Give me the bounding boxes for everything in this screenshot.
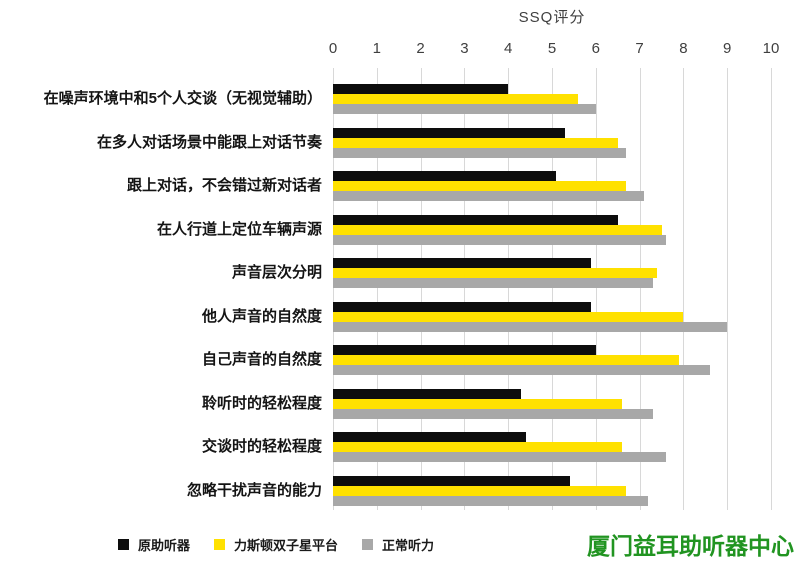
bar: [333, 408, 653, 419]
bar: [333, 442, 623, 452]
bar: [333, 137, 618, 148]
gridline: [727, 68, 729, 510]
bar: [333, 311, 684, 322]
bar: [333, 398, 623, 409]
bar: [333, 104, 596, 114]
category-label: 声音层次分明: [231, 264, 322, 281]
category-label: 在多人对话场景中能跟上对话节奏: [96, 133, 322, 151]
x-tick-label: 0: [328, 40, 338, 57]
gridline: [464, 68, 466, 510]
bar: [333, 475, 570, 486]
category-label: 聆听时的轻松程度: [201, 394, 322, 412]
bar: [333, 181, 627, 191]
bar: [333, 191, 644, 201]
bar: [333, 214, 618, 225]
bar: [333, 258, 592, 268]
bar: [333, 388, 522, 399]
chart-title: SSQ评分: [518, 9, 586, 26]
x-tick-label: 6: [591, 40, 600, 57]
bar: [333, 321, 728, 332]
legend-swatch: [362, 539, 374, 550]
category-label: 在人行道上定位车辆声源: [156, 220, 322, 238]
gridline: [552, 68, 553, 510]
category-label: 忽略干扰声音的能力: [186, 481, 322, 499]
bar: [333, 268, 658, 278]
bar: [333, 301, 592, 312]
x-tick-label: 3: [460, 40, 469, 57]
bar: [333, 365, 710, 375]
gridline: [376, 68, 378, 510]
gridline: [333, 68, 334, 510]
bar: [333, 485, 627, 496]
bar: [333, 495, 649, 506]
legend-swatch: [214, 539, 226, 550]
bar: [333, 355, 680, 365]
x-tick-label: 8: [679, 40, 688, 57]
x-tick-label: 10: [762, 40, 780, 57]
legend-item: 原助听器: [118, 535, 190, 554]
x-tick-label: 7: [635, 40, 644, 57]
category-label: 自己声音的自然度: [201, 351, 322, 368]
legend-label: 正常听力: [382, 538, 435, 553]
category-label: 跟上对话，不会错过新对话者: [126, 177, 322, 194]
bar: [333, 127, 566, 138]
plot-area: [333, 68, 773, 510]
bar: [333, 147, 627, 158]
bar: [333, 171, 557, 181]
watermark: 厦门益耳助听器中心: [587, 533, 794, 559]
gridline: [639, 68, 641, 510]
x-tick-label: 5: [547, 40, 557, 57]
bar: [333, 432, 526, 442]
category-label: 在噪声环境中和5个人交谈（无视觉辅助）: [43, 90, 322, 107]
gridline: [771, 68, 772, 510]
legend-item: 正常听力: [362, 535, 434, 554]
x-tick-label: 9: [723, 40, 732, 57]
legend-swatch: [118, 539, 129, 550]
legend-label: 原助听器: [138, 538, 191, 553]
legend: 原助听器 力斯顿双子星平台 正常听力: [118, 535, 434, 554]
gridline: [508, 68, 510, 510]
bar: [333, 345, 596, 355]
category-label: 他人声音的自然度: [201, 307, 322, 325]
x-tick-label: 4: [504, 40, 513, 57]
category-label: 交谈时的轻松程度: [201, 438, 322, 455]
bar: [333, 94, 579, 104]
bar: [333, 278, 653, 288]
gridline: [683, 68, 685, 510]
legend-label: 力斯顿双子星平台: [234, 538, 339, 553]
gridline: [420, 68, 422, 510]
bar: [333, 452, 666, 462]
gridline: [595, 68, 597, 510]
legend-item: 力斯顿双子星平台: [214, 535, 338, 554]
bar: [333, 84, 509, 94]
bar: [333, 224, 662, 235]
x-tick-label: 1: [372, 40, 381, 57]
x-tick-label: 2: [416, 40, 425, 57]
bar: [333, 234, 666, 245]
